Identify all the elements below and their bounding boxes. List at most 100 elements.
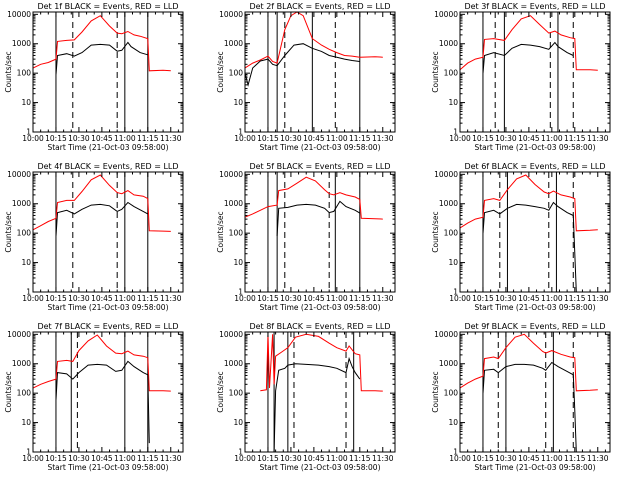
x-tick-label: 10:15 [472, 454, 494, 463]
events-series-line [55, 201, 149, 237]
y-tick-label: 1000 [12, 199, 31, 208]
y-tick-label: 10000 [219, 10, 243, 19]
y-axis-title: Counts/sec [431, 211, 440, 252]
x-tick-label: 11:00 [326, 294, 348, 303]
x-axis-title: Start Time (21-Oct-03 09:58:00) [474, 143, 595, 152]
x-tick-label: 10:00 [234, 134, 256, 143]
x-tick-label: 10:15 [45, 454, 67, 463]
panel-det-8: Det 8f BLACK = Events, RED = LLD 1 10 100 10… [216, 322, 396, 472]
x-tick-label: 11:00 [541, 134, 563, 143]
x-tick-label: 10:00 [234, 454, 256, 463]
events-series-line [276, 200, 361, 237]
x-tick-label: 10:45 [303, 454, 325, 463]
x-tick-label: 11:15 [564, 134, 586, 143]
x-tick-label: 10:45 [518, 454, 540, 463]
x-tick-label: 11:00 [114, 134, 136, 143]
events-series-line [55, 41, 148, 75]
plot-frame [244, 11, 396, 133]
x-tick-label: 10:30 [280, 294, 302, 303]
x-tick-label: 10:45 [518, 134, 540, 143]
x-tick-label: 10:30 [280, 454, 302, 463]
x-tick-label: 11:30 [160, 454, 182, 463]
panel-det-9: Det 9f BLACK = Events, RED = LLD 1 10 100 10… [431, 322, 611, 472]
x-tick-label: 10:00 [22, 134, 44, 143]
events-series-line [482, 361, 577, 452]
lld-series-line [460, 174, 598, 232]
x-tick-label: 10:15 [472, 294, 494, 303]
panel-title: Det 5f BLACK = Events, RED = LLD [249, 162, 390, 171]
x-tick-label: 11:15 [349, 134, 371, 143]
x-tick-label: 10:00 [22, 294, 44, 303]
y-tick-label: 100 [444, 389, 459, 398]
y-tick-label: 1 [238, 288, 243, 297]
y-tick-label: 1000 [224, 39, 243, 48]
events-series-line [55, 360, 150, 444]
panel-title: Det 9f BLACK = Events, RED = LLD [464, 322, 605, 331]
y-tick-label: 100 [444, 229, 459, 238]
plot-frame [459, 11, 611, 133]
y-tick-label: 100 [444, 69, 459, 78]
lld-series-line [33, 174, 171, 232]
y-axis-title: Counts/sec [431, 51, 440, 92]
y-tick-label: 1000 [439, 39, 458, 48]
y-tick-label: 10000 [219, 170, 243, 179]
y-tick-label: 1000 [439, 359, 458, 368]
x-tick-label: 11:00 [114, 294, 136, 303]
x-tick-label: 11:30 [160, 134, 182, 143]
lld-series-line [33, 15, 171, 72]
x-tick-label: 11:15 [137, 134, 159, 143]
panel-det-4: Det 4f BLACK = Events, RED = LLD 1 10 100 10… [4, 162, 184, 312]
y-tick-label: 1 [26, 128, 31, 137]
x-axis-title: Start Time (21-Oct-03 09:58:00) [474, 463, 595, 472]
x-tick-label: 11:30 [587, 134, 609, 143]
y-tick-label: 100 [229, 69, 244, 78]
y-tick-label: 10000 [7, 10, 31, 19]
y-tick-label: 10 [448, 98, 458, 107]
y-tick-label: 1 [238, 128, 243, 137]
y-tick-label: 100 [17, 229, 32, 238]
x-tick-label: 11:15 [137, 454, 159, 463]
y-axis-title: Counts/sec [216, 51, 225, 92]
y-tick-label: 10 [21, 98, 31, 107]
panel-det-7: Det 7f BLACK = Events, RED = LLD 1 10 100 10… [4, 322, 184, 472]
x-tick-label: 10:30 [495, 294, 517, 303]
y-tick-label: 10 [233, 258, 243, 267]
x-tick-label: 10:15 [257, 134, 279, 143]
events-series-line [482, 201, 577, 292]
x-tick-label: 11:15 [349, 294, 371, 303]
y-tick-label: 1000 [224, 359, 243, 368]
x-tick-label: 11:00 [114, 454, 136, 463]
x-tick-label: 10:30 [495, 134, 517, 143]
y-tick-label: 10 [448, 418, 458, 427]
lld-series-line [245, 176, 383, 220]
events-series-line [273, 356, 361, 452]
y-tick-label: 1 [453, 288, 458, 297]
plot-frame [459, 171, 611, 293]
y-tick-label: 1000 [12, 359, 31, 368]
x-tick-label: 11:30 [372, 134, 394, 143]
x-tick-label: 10:30 [68, 294, 90, 303]
x-tick-label: 10:00 [22, 454, 44, 463]
panel-title: Det 1f BLACK = Events, RED = LLD [37, 2, 178, 11]
panel-title: Det 4f BLACK = Events, RED = LLD [37, 162, 178, 171]
x-tick-label: 11:30 [587, 454, 609, 463]
x-axis-title: Start Time (21-Oct-03 09:58:00) [47, 303, 168, 312]
x-tick-label: 11:00 [326, 454, 348, 463]
x-axis-title: Start Time (21-Oct-03 09:58:00) [47, 143, 168, 152]
x-tick-label: 10:15 [45, 134, 67, 143]
panel-det-1: Det 1f BLACK = Events, RED = LLD 1 10 100 10… [4, 2, 184, 152]
y-axis-title: Counts/sec [4, 51, 13, 92]
x-tick-label: 10:30 [280, 134, 302, 143]
x-axis-title: Start Time (21-Oct-03 09:58:00) [474, 303, 595, 312]
x-tick-label: 11:15 [349, 454, 371, 463]
y-tick-label: 10 [233, 98, 243, 107]
y-tick-label: 1 [26, 448, 31, 457]
y-tick-label: 1 [26, 288, 31, 297]
lld-series-line [460, 333, 598, 392]
x-tick-label: 10:30 [495, 454, 517, 463]
x-tick-label: 10:45 [518, 294, 540, 303]
x-tick-label: 10:00 [234, 294, 256, 303]
y-axis-title: Counts/sec [216, 211, 225, 252]
x-tick-label: 11:30 [372, 454, 394, 463]
